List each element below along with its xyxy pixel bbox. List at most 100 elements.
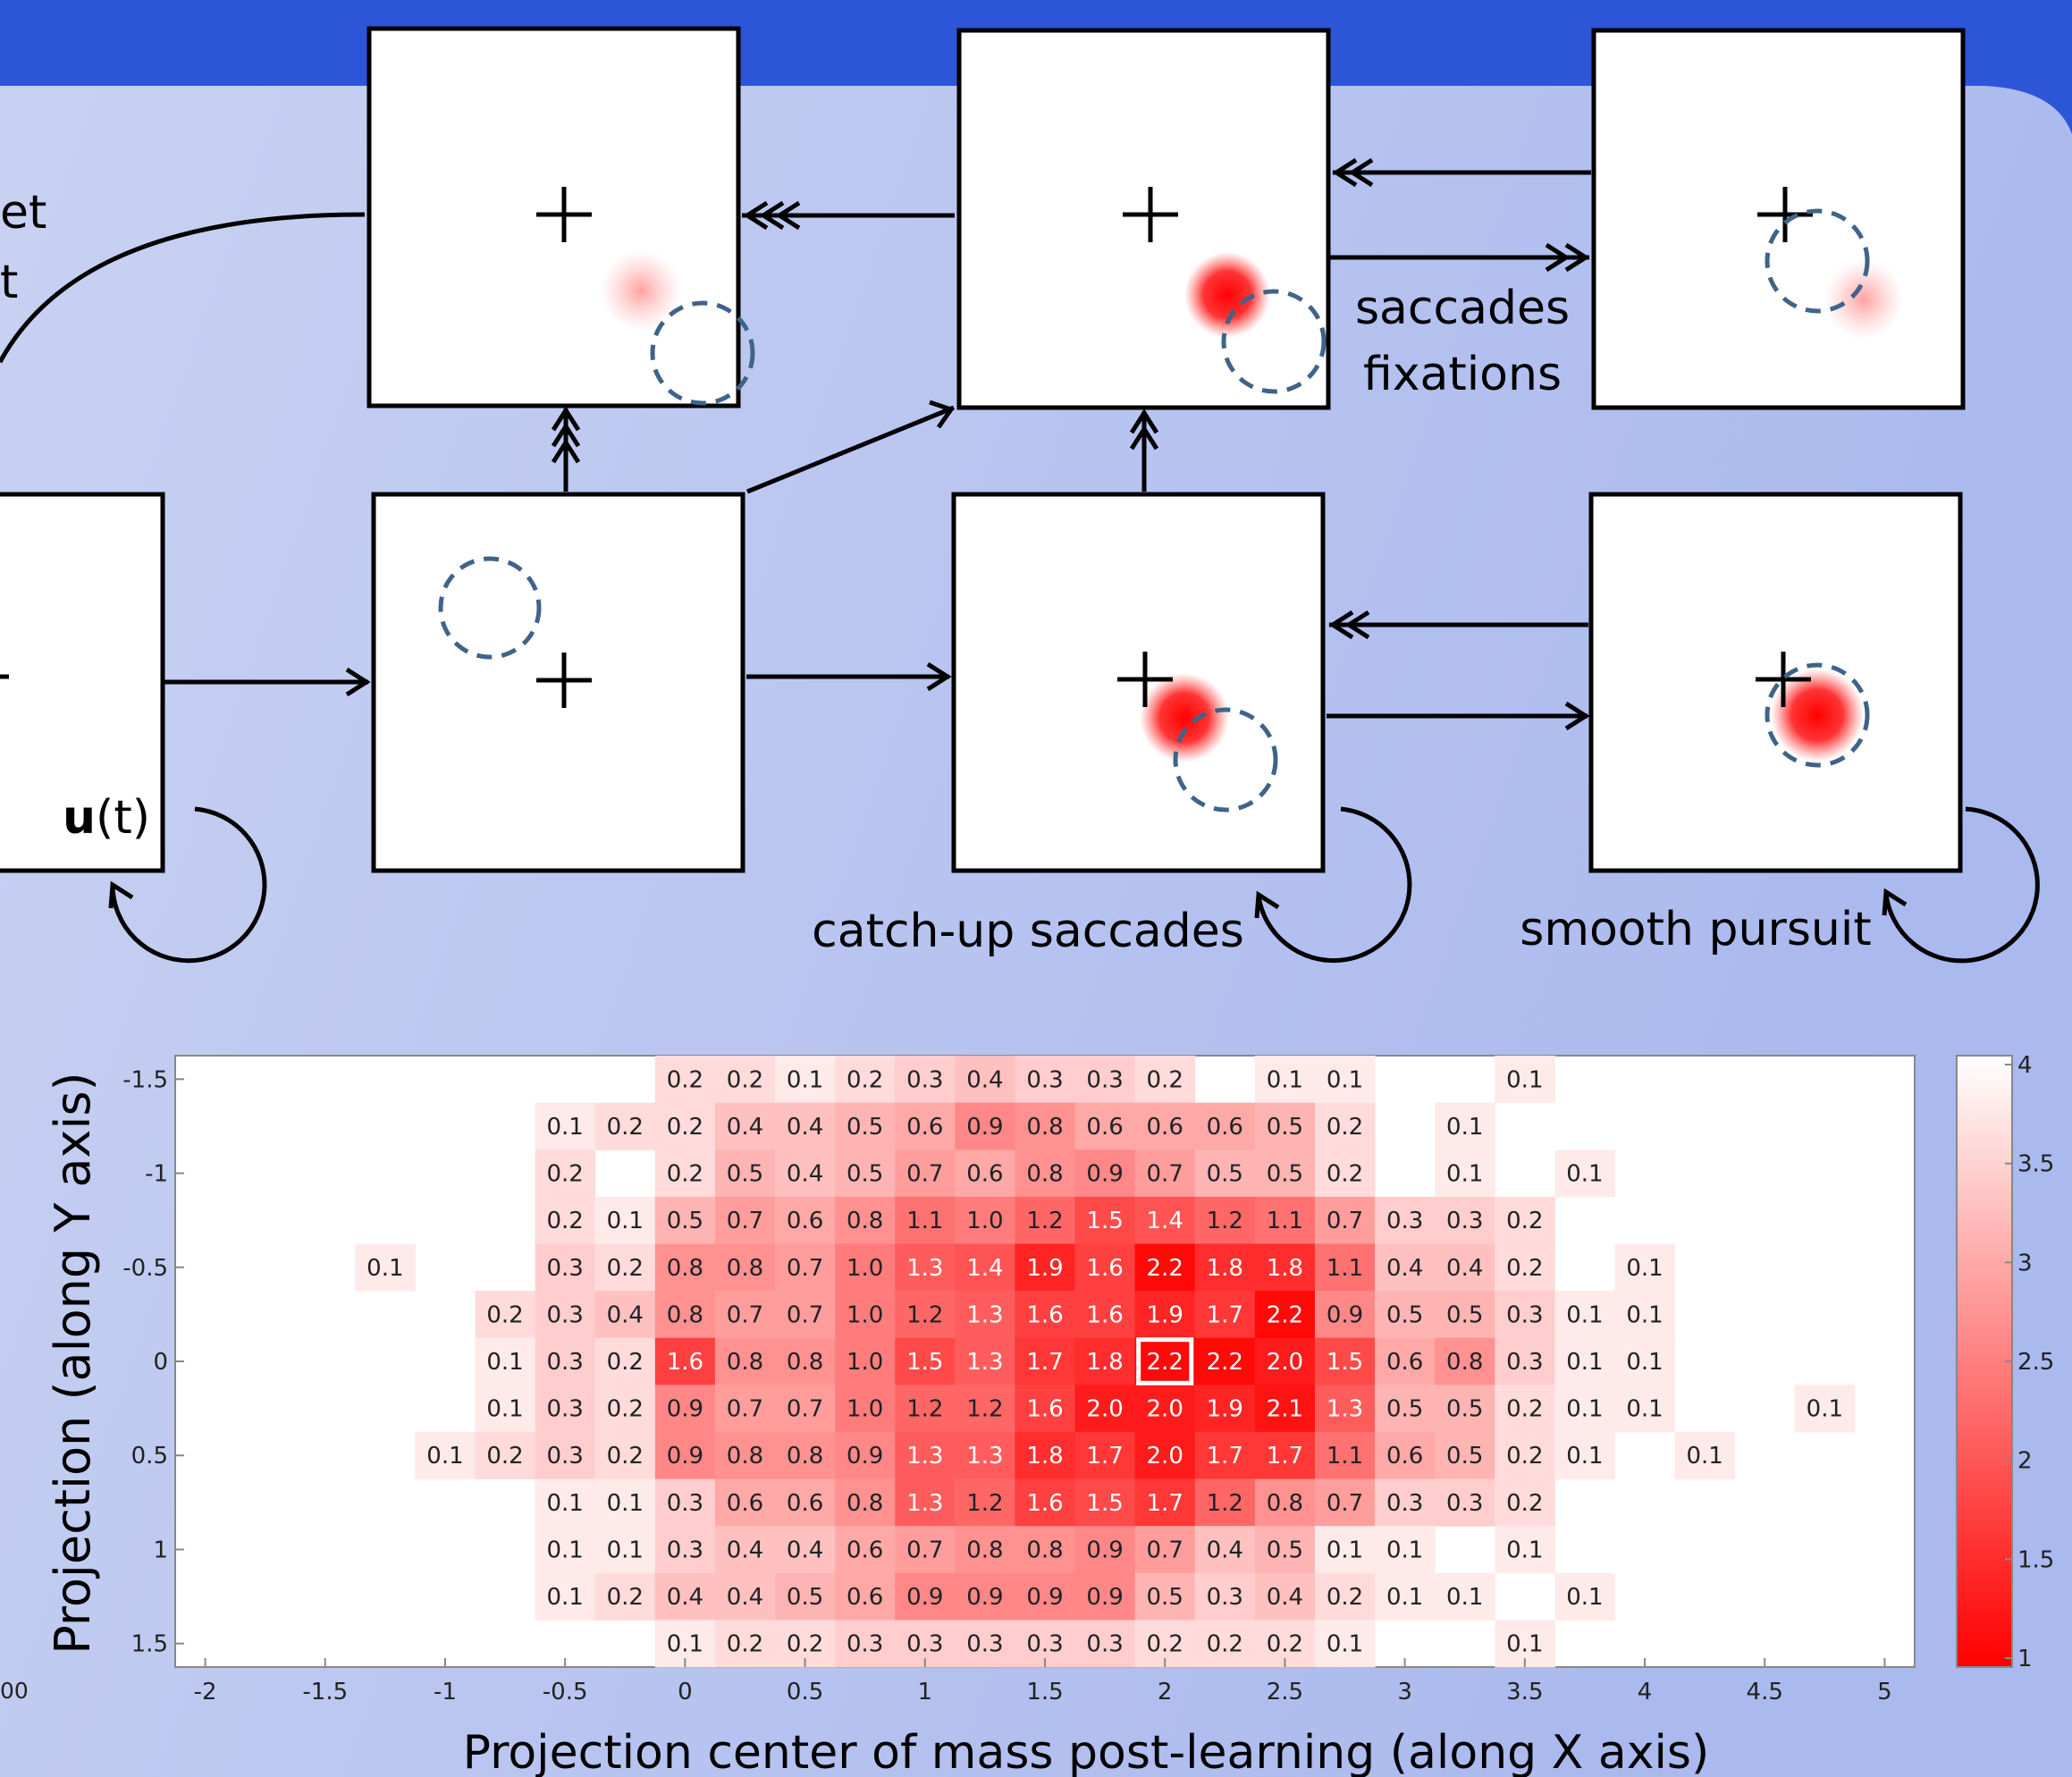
cell-value-label: 1.7 (1207, 1443, 1243, 1470)
transition-arrow (1328, 610, 1588, 640)
cell-value-label: 0.1 (1807, 1396, 1843, 1423)
heatmap-cell (535, 1291, 596, 1339)
heatmap-cell (835, 1431, 896, 1480)
heatmap-cell (1554, 1150, 1615, 1198)
heatmap-cell (594, 1526, 656, 1574)
cell-value-label: 1.8 (1026, 1443, 1063, 1470)
heatmap-cell (895, 1337, 956, 1385)
cell-value-label: 1.8 (1207, 1255, 1243, 1282)
cell-value-label: 0.3 (1446, 1490, 1483, 1517)
heatmap-cell (535, 1243, 596, 1292)
cell-value-label: 0.3 (546, 1349, 583, 1376)
heatmap-cell (1074, 1243, 1136, 1292)
heatmap-cell (1134, 1196, 1196, 1244)
heatmap-cell (955, 1572, 1015, 1621)
cell-value-label: 0.3 (1386, 1208, 1423, 1234)
left-cut-tick: 00 (0, 1678, 29, 1704)
heatmap-cell (714, 1291, 776, 1339)
cell-value-label: 2.2 (1207, 1349, 1243, 1376)
cell-value-label: 2.2 (1267, 1301, 1303, 1328)
heatmap-cell (654, 1196, 716, 1244)
heatmap-cell (775, 1056, 836, 1104)
colorbar-tick-label: 4 (2017, 1052, 2033, 1079)
cell-value-label: 1.1 (1327, 1255, 1363, 1282)
heatmap-cell (955, 1431, 1015, 1480)
heatmap-cell (1314, 1385, 1376, 1433)
cell-value-label: 0.1 (1327, 1066, 1363, 1093)
heatmap-cell (1015, 1102, 1076, 1150)
cell-value-label: 0.7 (906, 1161, 943, 1188)
heatmap-cell (895, 1526, 956, 1574)
cell-value-label: 1.2 (1207, 1208, 1243, 1234)
cell-value-label: 0.3 (906, 1631, 943, 1658)
y-axis-ticks: -1.5 -1 -0.5 0 0.5 1 1.5 (122, 1066, 184, 1658)
heatmap-cell (1194, 1431, 1256, 1480)
colorbar (1956, 1055, 2013, 1668)
cell-value-label: 0.5 (1267, 1161, 1303, 1188)
heatmap-cell (714, 1431, 776, 1480)
heatmap-cell (1254, 1102, 1316, 1150)
heatmap-cell (775, 1337, 836, 1385)
cell-value-label: 1.8 (1086, 1349, 1123, 1376)
cell-value-label: 0.5 (1446, 1443, 1483, 1470)
cell-value-label: 0.3 (906, 1066, 943, 1093)
cell-value-label: 0.2 (1147, 1631, 1183, 1658)
heatmap-cell (955, 1478, 1015, 1527)
cell-value-label: 0.3 (1086, 1631, 1123, 1658)
cell-value-label: 0.8 (1446, 1349, 1483, 1376)
cell-value-label: 0.8 (727, 1443, 763, 1470)
heatmap-cell (1495, 1431, 1555, 1480)
fixations-label: fixations (1363, 348, 1562, 401)
gaze-circle (438, 556, 542, 660)
cell-value-label: 0.9 (667, 1396, 703, 1423)
heatmap-cell (1435, 1337, 1495, 1385)
x-tick-label: 3.5 (1506, 1679, 1543, 1705)
heatmap-cell (1194, 1243, 1256, 1292)
cell-value-label: 0.1 (1566, 1301, 1603, 1328)
heatmap-cell (955, 1150, 1015, 1198)
cell-value-label: 0.2 (1327, 1584, 1363, 1611)
cell-value-label: 0.1 (546, 1490, 583, 1517)
cell-value-label: 0.9 (1086, 1537, 1123, 1563)
heatmap-cell (1254, 1291, 1316, 1339)
heatmap-cell (775, 1385, 836, 1433)
cell-value-label: 0.1 (1446, 1114, 1483, 1141)
heatmap-cell (714, 1196, 776, 1244)
panel-bottom-3 (1588, 492, 1963, 873)
cell-value-label: 0.5 (1386, 1301, 1423, 1328)
cell-value-label: 0.5 (1267, 1537, 1303, 1563)
heatmap-cell (1254, 1526, 1316, 1574)
y-tick-label: -0.5 (122, 1255, 168, 1282)
heatmap-cell (654, 1478, 716, 1527)
heatmap-cell (895, 1478, 956, 1527)
cell-value-label: 1.9 (1207, 1396, 1243, 1423)
cell-value-label: 0.5 (667, 1208, 703, 1234)
heatmap-cell (1435, 1385, 1495, 1433)
cell-value-label: 0.4 (1386, 1255, 1423, 1282)
heatmap-cell (1435, 1291, 1495, 1339)
heatmap-cell (1074, 1102, 1136, 1150)
cell-value-label: 1.3 (966, 1349, 1003, 1376)
heatmap-cell (1314, 1150, 1376, 1198)
heatmap-cell (535, 1478, 596, 1527)
cell-value-label: 1.2 (1026, 1208, 1063, 1234)
heatmap-cell (1015, 1385, 1076, 1433)
heatmap-cell (1074, 1056, 1136, 1104)
cell-value-label: 0.1 (546, 1114, 583, 1141)
cell-value-label: 0.6 (846, 1537, 883, 1563)
cell-value-label: 0.3 (1446, 1208, 1483, 1234)
highlight-cell-box (1136, 1337, 1194, 1385)
cell-value-label: 0.4 (1446, 1255, 1483, 1282)
heatmap-cell (1134, 1572, 1196, 1621)
heatmap-cell (594, 1572, 656, 1621)
self-loop-arrow (108, 806, 267, 964)
cell-value-label: 0.5 (846, 1161, 883, 1188)
cell-value-label: 0.1 (667, 1631, 703, 1658)
cell-value-label: 0.5 (787, 1584, 823, 1611)
target-blob (1140, 673, 1229, 762)
fixation-cross (536, 187, 592, 242)
cell-value-label: 0.4 (727, 1114, 763, 1141)
heatmap-cell (1074, 1337, 1136, 1385)
heatmap-cell (1495, 1337, 1555, 1385)
